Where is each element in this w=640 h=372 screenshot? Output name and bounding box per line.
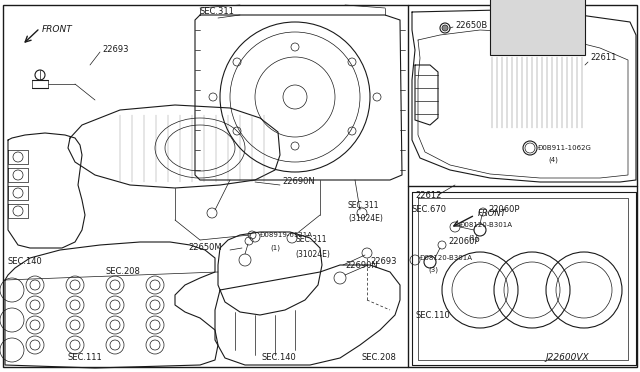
- Text: SEC.311: SEC.311: [348, 201, 380, 209]
- Text: 22060P: 22060P: [448, 237, 479, 247]
- Text: (31024E): (31024E): [295, 250, 330, 259]
- Text: Ð08120-B301A: Ð08120-B301A: [420, 255, 473, 261]
- Text: 22650B: 22650B: [455, 20, 487, 29]
- Text: SEC.110: SEC.110: [415, 311, 450, 320]
- Text: SEC.208: SEC.208: [105, 267, 140, 276]
- Text: (1): (1): [270, 245, 280, 251]
- Text: SEC.311: SEC.311: [200, 7, 235, 16]
- Text: SEC.111: SEC.111: [68, 353, 103, 362]
- Text: 22693: 22693: [370, 257, 397, 266]
- Text: J22600VX: J22600VX: [545, 353, 589, 362]
- Bar: [490, 0, 585, 55]
- Text: (1): (1): [468, 235, 478, 241]
- Text: (4): (4): [548, 157, 558, 163]
- Text: FRONT: FRONT: [478, 208, 507, 218]
- Text: (3): (3): [428, 267, 438, 273]
- Text: SEC.140: SEC.140: [8, 257, 43, 266]
- Text: SEC.208: SEC.208: [362, 353, 397, 362]
- Text: Ð08919-6121A: Ð08919-6121A: [260, 232, 313, 238]
- Text: FRONT: FRONT: [42, 25, 73, 34]
- Text: SEC.140: SEC.140: [262, 353, 297, 362]
- Text: 22690N: 22690N: [282, 177, 315, 186]
- Text: 22060P: 22060P: [488, 205, 520, 215]
- Text: SEC.311: SEC.311: [295, 235, 326, 244]
- Text: Ð08120-B301A: Ð08120-B301A: [460, 222, 513, 228]
- Text: SEC.670: SEC.670: [412, 205, 447, 215]
- Text: 22690N: 22690N: [345, 260, 378, 269]
- Text: 22612: 22612: [415, 190, 442, 199]
- Text: Ð0B911-1062G: Ð0B911-1062G: [538, 145, 592, 151]
- Text: 22611: 22611: [590, 54, 616, 62]
- Text: (31024E): (31024E): [348, 214, 383, 222]
- Text: 22693: 22693: [102, 45, 129, 55]
- Circle shape: [442, 25, 448, 31]
- Text: 22650M: 22650M: [188, 244, 221, 253]
